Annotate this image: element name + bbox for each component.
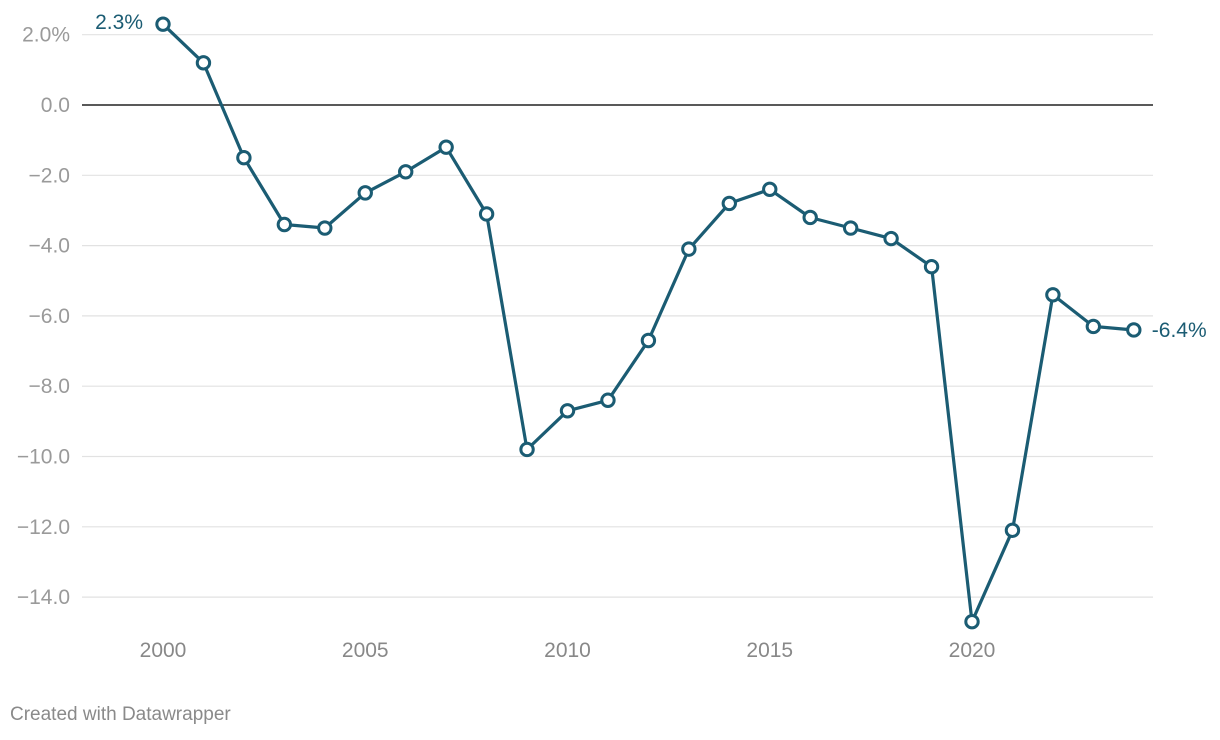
data-point — [802, 209, 818, 226]
y-tick-label: −4.0 — [29, 235, 70, 258]
y-tick-label: −14.0 — [17, 586, 70, 609]
data-point — [398, 164, 414, 180]
data-point — [236, 150, 252, 166]
data-point — [478, 206, 495, 222]
y-tick-label: −12.0 — [17, 516, 70, 539]
last-point-label: -6.4% — [1152, 319, 1207, 342]
data-point — [721, 195, 737, 212]
y-tick-label: 2.0% — [22, 24, 70, 47]
x-tick-label: 2020 — [949, 639, 996, 662]
data-point — [1085, 318, 1102, 335]
data-point — [842, 220, 859, 236]
series-line — [161, 22, 1136, 624]
x-tick-label: 2015 — [746, 639, 793, 662]
y-tick-label: −10.0 — [17, 446, 70, 469]
data-point — [195, 55, 212, 71]
line-chart: 2.0% 0.0 −2.0 −4.0 −6.0 −8.0 −10.0 −12.0 −14.0 2… — [17, 11, 1207, 662]
data-labels: 2.3% -6.4% — [95, 11, 1207, 342]
y-axis: 2.0% 0.0 −2.0 −4.0 −6.0 −8.0 −10.0 −12.0 −14.0 — [17, 24, 70, 609]
data-point — [964, 614, 980, 630]
data-point — [1045, 287, 1061, 303]
data-point — [640, 332, 657, 349]
grid-lines — [82, 34, 1153, 598]
x-axis: 2000 2005 2010 2015 2020 — [140, 639, 996, 662]
data-point — [883, 230, 899, 247]
data-point — [559, 403, 576, 419]
y-tick-label: 0.0 — [41, 94, 70, 117]
series-layer — [155, 16, 1142, 630]
data-point — [600, 392, 616, 408]
data-point — [357, 185, 373, 201]
data-point — [317, 220, 333, 236]
x-tick-label: 2010 — [544, 639, 591, 662]
credit-text: Created with Datawrapper — [10, 704, 231, 725]
data-point — [438, 139, 454, 155]
first-point-label: 2.3% — [95, 11, 143, 34]
data-point — [276, 216, 293, 233]
data-point — [762, 181, 778, 198]
data-point — [1126, 322, 1142, 338]
data-point — [1004, 522, 1021, 539]
x-tick-label: 2005 — [342, 639, 389, 662]
x-tick-label: 2000 — [140, 639, 187, 662]
y-tick-label: −6.0 — [29, 305, 70, 328]
data-point — [519, 441, 535, 458]
data-point — [155, 16, 171, 32]
y-tick-label: −2.0 — [29, 164, 70, 187]
y-tick-label: −8.0 — [29, 375, 70, 398]
data-point — [681, 241, 697, 257]
data-point — [923, 258, 940, 275]
